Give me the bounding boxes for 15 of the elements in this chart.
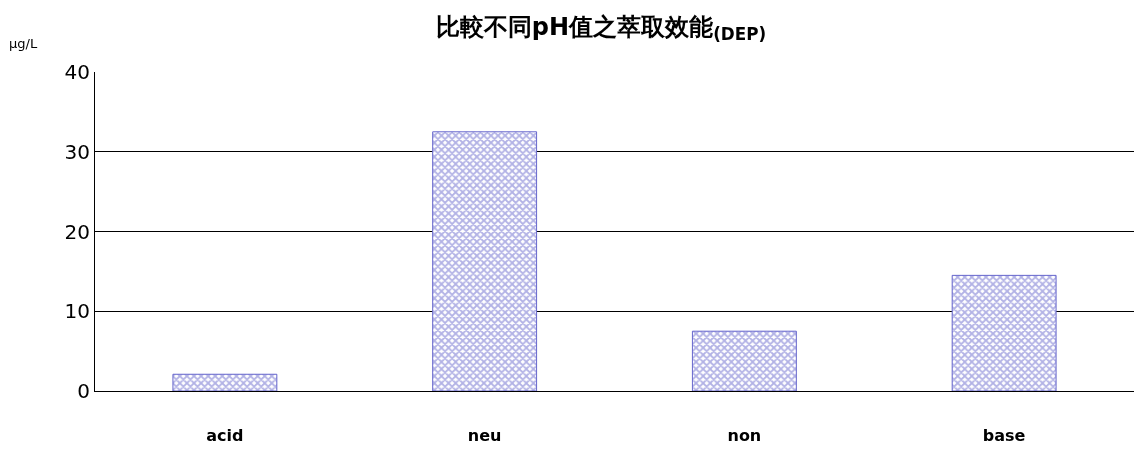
y-tick-label: 40: [64, 60, 90, 84]
x-tick-label: non: [727, 426, 762, 446]
y-tick-label: 20: [64, 219, 90, 244]
bar: [432, 131, 538, 391]
y-tick-label: 10: [64, 299, 90, 324]
x-tick-label: acid: [206, 426, 244, 446]
y-axis-title: μg/L: [9, 36, 38, 51]
x-tick-label: neu: [467, 426, 502, 446]
x-tick-label: base: [982, 426, 1026, 446]
chart-title: 比較不同pH值之萃取效能$_{(DEP)}$: [435, 13, 767, 45]
y-tick-label: 30: [64, 139, 90, 164]
y-tick-label: 0: [77, 379, 90, 403]
bar: [691, 330, 797, 391]
bar: [951, 274, 1057, 391]
bar: [172, 373, 278, 391]
